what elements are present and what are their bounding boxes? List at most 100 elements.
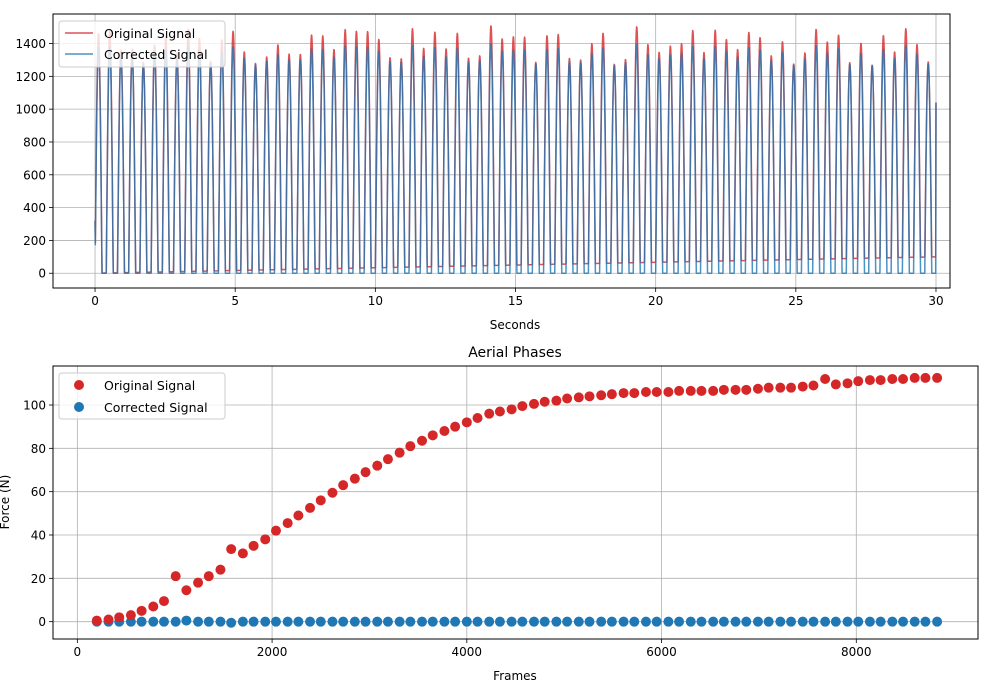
corrected-signal-point [461,616,472,627]
corrected-signal-point [763,616,774,627]
corrected-signal-point [506,616,517,627]
original-signal-point [663,387,674,397]
original-signal-point [394,447,405,458]
aerial-legend-marker-corrected [74,402,84,412]
signal-y-tick-label: 400 [23,201,46,215]
original-signal-point [91,615,102,626]
corrected-signal-point [618,616,629,627]
corrected-signal-point [427,616,438,627]
original-signal-point [125,610,136,621]
corrected-signal-point [282,616,293,627]
original-signal-point [327,487,338,498]
original-signal-point [170,571,181,582]
original-signal-point [775,382,786,393]
original-signal-point [193,577,204,588]
corrected-signal-point [898,616,909,627]
aerial-y-tick-label: 80 [31,442,46,456]
original-signal-point [484,408,495,419]
corrected-signal-point [741,616,752,627]
original-signal-point [293,510,304,521]
corrected-signal-point [752,616,763,627]
corrected-signal-point [909,616,920,627]
corrected-signal-point [830,616,841,627]
original-signal-point [618,388,629,399]
original-signal-point [932,372,943,383]
original-signal-point [260,534,271,545]
corrected-signal-point [629,616,640,627]
original-signal-point [786,382,797,393]
original-signal-point [315,495,326,506]
signal-x-tick-label: 20 [648,294,663,308]
corrected-signal-point [248,616,259,627]
original-signal-point [898,374,909,384]
corrected-signal-point [349,616,360,627]
original-signal-point [529,398,539,409]
original-signal-point [596,390,607,401]
aerial-legend-label-corrected: Corrected Signal [104,400,208,415]
original-signal-point [640,387,651,397]
original-signal-point [136,605,147,616]
original-signal-point [842,378,853,389]
aerial-plot-frame [52,365,979,640]
aerial-y-tick-label: 60 [31,485,46,499]
aerial-y-tick-label: 40 [31,529,46,543]
corrected-signal-point [539,616,550,627]
original-signal-point [472,413,483,423]
original-signal-point [494,406,505,417]
corrected-signal-point [181,615,192,626]
corrected-signal-point [136,616,147,627]
signal-legend: Original Signal Corrected Signal [58,20,226,68]
original-signal-point [427,430,438,441]
original-signal-point [718,384,729,395]
original-signal-point [181,585,192,596]
aerial-y-tick-label: 20 [31,572,46,586]
corrected-signal-point [215,616,226,627]
corrected-signal-point [808,616,819,627]
original-signal-point [551,395,562,406]
original-signal-point [103,614,114,625]
original-signal-point [875,375,886,386]
original-signal-point [763,382,774,393]
original-signal-point [159,596,169,607]
original-signal-point [450,421,461,432]
corrected-signal-point [472,616,483,627]
signal-x-axis-label: Seconds [490,318,540,332]
signal-series [94,25,937,274]
original-signal-point [887,374,898,384]
corrected-signal-point [596,616,607,627]
aerial-y-tick-label: 0 [38,615,46,629]
original-signal-point [539,396,550,407]
corrected-signal-point [797,616,808,627]
aerial-x-tick-label: 0 [74,645,82,659]
original-signal-point [730,384,741,395]
corrected-signal-point [696,616,707,627]
aerial-phases-title: Aerial Phases [468,345,562,361]
original-signal-point [606,389,617,400]
corrected-signal-point [405,616,416,627]
signal-x-tick-label: 10 [368,294,383,308]
aerial-legend-box [58,372,226,420]
original-signal-point [696,385,707,396]
signal-legend-box [58,20,226,68]
original-signal-point [920,372,931,383]
corrected-signal-point [450,616,461,627]
original-signal-point [909,372,920,383]
corrected-signal-point [315,616,326,627]
signal-chart: 0 5 10 15 20 25 30 0 200 400 600 800 1000 1200 1400 Se… [15,13,951,332]
original-signal-point [651,387,662,397]
aerial-x-tick-label: 2000 [257,645,288,659]
corrected-signal-point [338,616,349,627]
signal-x-tick-label: 25 [788,294,803,308]
signal-x-tick-label: 5 [231,294,239,308]
original-signal-point [405,441,416,452]
original-signal-point [338,480,349,491]
signal-y-tick-label: 1400 [15,37,46,51]
corrected-signal-point [203,616,214,627]
corrected-signal-point [932,616,943,627]
original-signal-point [820,374,831,384]
corrected-signal-point [640,616,651,627]
corrected-signal-point [148,616,159,627]
original-signal-point [752,383,763,394]
corrected-signal-point [674,616,685,627]
original-signal-point [864,375,875,386]
